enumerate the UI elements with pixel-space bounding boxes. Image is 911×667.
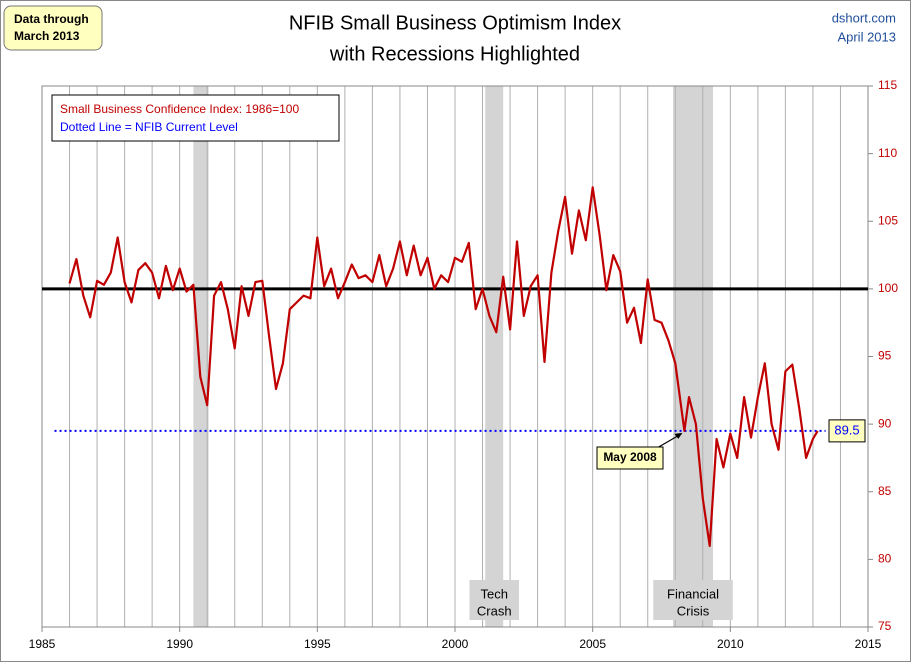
x-tick-label: 2005 — [579, 637, 606, 651]
recession-label: Crisis — [677, 603, 710, 618]
callout-label: May 2008 — [603, 450, 657, 464]
y-tick-label: 115 — [878, 78, 897, 92]
callout-arrowhead — [674, 432, 683, 439]
y-tick-label: 95 — [878, 349, 892, 363]
x-tick-label: 1990 — [166, 637, 193, 651]
note-line: March 2013 — [14, 29, 80, 43]
plot-border — [41, 85, 869, 628]
plot-area — [41, 86, 869, 627]
recession-label-box — [653, 580, 733, 620]
source-line: April 2013 — [837, 29, 896, 44]
recession-label-box — [469, 580, 519, 620]
chart-title: NFIB Small Business Optimism Index — [289, 12, 621, 34]
legend-entry: Dotted Line = NFIB Current Level — [60, 120, 238, 134]
callout-box — [596, 446, 664, 470]
y-tick-label: 110 — [878, 146, 897, 160]
x-tick-label: 1985 — [29, 637, 56, 651]
recession-label: Financial — [667, 586, 719, 601]
y-tick-label: 85 — [878, 484, 892, 498]
recession-band — [193, 86, 209, 627]
y-tick-label: 90 — [878, 416, 892, 430]
recession-label: Tech — [481, 586, 508, 601]
reference-value-box — [828, 419, 866, 443]
x-tick-label: 2000 — [442, 637, 469, 651]
chart-subtitle: with Recessions Highlighted — [329, 43, 580, 65]
note-box — [3, 5, 103, 51]
x-tick-label: 2010 — [717, 637, 744, 651]
legend-entry: Small Business Confidence Index: 1986=10… — [60, 102, 299, 116]
y-tick-label: 100 — [878, 281, 898, 295]
recession-band — [485, 86, 504, 627]
recession-label: Crash — [477, 603, 512, 618]
note-line: Data through — [14, 12, 89, 26]
series-line — [68, 186, 819, 547]
y-tick-label: 80 — [878, 552, 892, 566]
reference-value-label: 89.5 — [834, 422, 859, 437]
legend-box — [51, 94, 340, 142]
recession-band — [673, 86, 713, 627]
y-tick-label: 105 — [878, 213, 898, 227]
y-tick-label: 75 — [878, 619, 892, 633]
x-tick-label: 2015 — [855, 637, 882, 651]
source-line: dshort.com — [832, 10, 896, 25]
x-tick-label: 1995 — [304, 637, 331, 651]
